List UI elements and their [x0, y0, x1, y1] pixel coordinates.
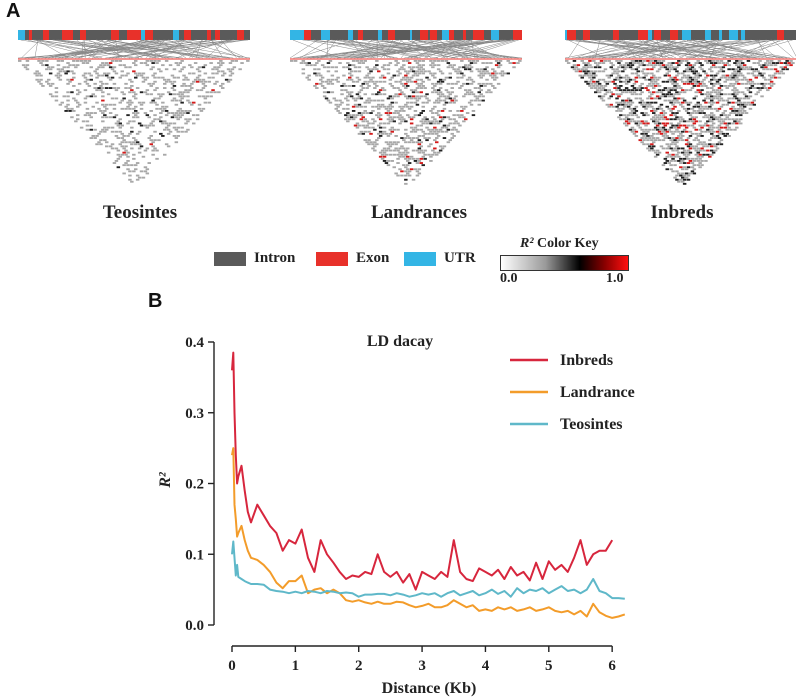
x-tick-label: 0 — [228, 658, 236, 674]
color-key-title: R² Color Key — [520, 236, 599, 252]
y-tick-label: 0.2 — [185, 477, 204, 493]
gene-legend-intron: Intron — [214, 250, 295, 267]
x-tick-label: 3 — [418, 658, 426, 674]
color-key-bar — [500, 255, 629, 271]
series-line-inbreds — [231, 351, 614, 591]
x-tick-label: 4 — [482, 658, 490, 674]
intron-swatch — [214, 251, 246, 266]
series-line-landrance — [231, 447, 626, 619]
chart-series — [231, 351, 626, 619]
y-tick-label: 0.3 — [185, 406, 204, 422]
exon-swatch — [316, 251, 348, 266]
x-axis-label: Distance (Kb) — [382, 680, 477, 697]
snp-connector-lines — [290, 39, 522, 60]
heatmap-label-landrances: Landrances — [370, 202, 468, 223]
utr-swatch — [404, 251, 436, 266]
chart-axes: 0.0 0.1 0.2 0.3 0.4 0 1 2 3 4 5 6 — [185, 335, 616, 674]
x-tick-label: 1 — [292, 658, 300, 674]
y-axis-label: R² — [157, 471, 174, 489]
snp-connector-lines — [18, 39, 250, 60]
color-key-text: Color Key — [537, 236, 599, 251]
ld-triangle — [290, 60, 522, 185]
legend-label-inbreds: Inbreds — [560, 352, 613, 369]
chart-title: LD dacay — [367, 333, 433, 350]
gene-structure-bar — [290, 30, 522, 40]
color-key-min: 0.0 — [500, 271, 518, 286]
ld-triangle — [18, 60, 250, 183]
color-key-max: 1.0 — [606, 271, 624, 286]
heatmap-landrances — [290, 30, 522, 185]
legend-label-landrance: Landrance — [560, 384, 635, 401]
y-tick-label: 0.4 — [185, 335, 204, 351]
gene-structure-bar — [18, 30, 250, 40]
y-tick-label: 0.1 — [185, 547, 204, 563]
utr-label: UTR — [444, 250, 476, 266]
x-tick-label: 6 — [608, 658, 616, 674]
exon-label: Exon — [356, 250, 390, 266]
x-tick-label: 2 — [355, 658, 363, 674]
gene-legend-utr: UTR — [404, 250, 476, 267]
panel-a-letter: A — [6, 0, 21, 22]
heatmap-inbreds — [565, 30, 796, 185]
y-tick-label: 0.0 — [185, 618, 204, 634]
gene-legend-exon: Exon — [316, 250, 389, 267]
series-line-teosintes — [231, 540, 625, 600]
chart-legend: Inbreds Landrance Teosintes — [510, 352, 635, 433]
panel-b-letter: B — [148, 290, 163, 312]
legend-label-teosintes: Teosintes — [560, 416, 623, 433]
snp-connector-lines — [565, 39, 796, 60]
ld-triangle — [565, 60, 795, 185]
ld-decay-chart: 0.0 0.1 0.2 0.3 0.4 0 1 2 3 4 5 6 LD dacay Distance… — [157, 333, 635, 697]
heatmap-label-teosintes: Teosintes — [102, 202, 178, 223]
x-tick-label: 5 — [545, 658, 553, 674]
color-key-symbol: R² — [520, 236, 534, 251]
intron-label: Intron — [254, 250, 296, 266]
gene-structure-bar — [565, 30, 796, 40]
heatmap-teosintes — [18, 30, 250, 183]
heatmap-label-inbreds: Inbreds — [650, 202, 714, 223]
